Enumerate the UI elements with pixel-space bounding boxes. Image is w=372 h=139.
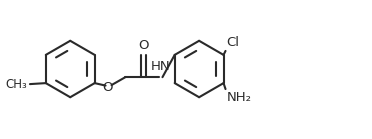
Text: O: O: [102, 81, 113, 94]
Text: O: O: [138, 39, 148, 52]
Text: CH₃: CH₃: [5, 78, 27, 91]
Text: HN: HN: [151, 60, 171, 73]
Text: NH₂: NH₂: [227, 90, 251, 104]
Text: Cl: Cl: [227, 36, 240, 49]
